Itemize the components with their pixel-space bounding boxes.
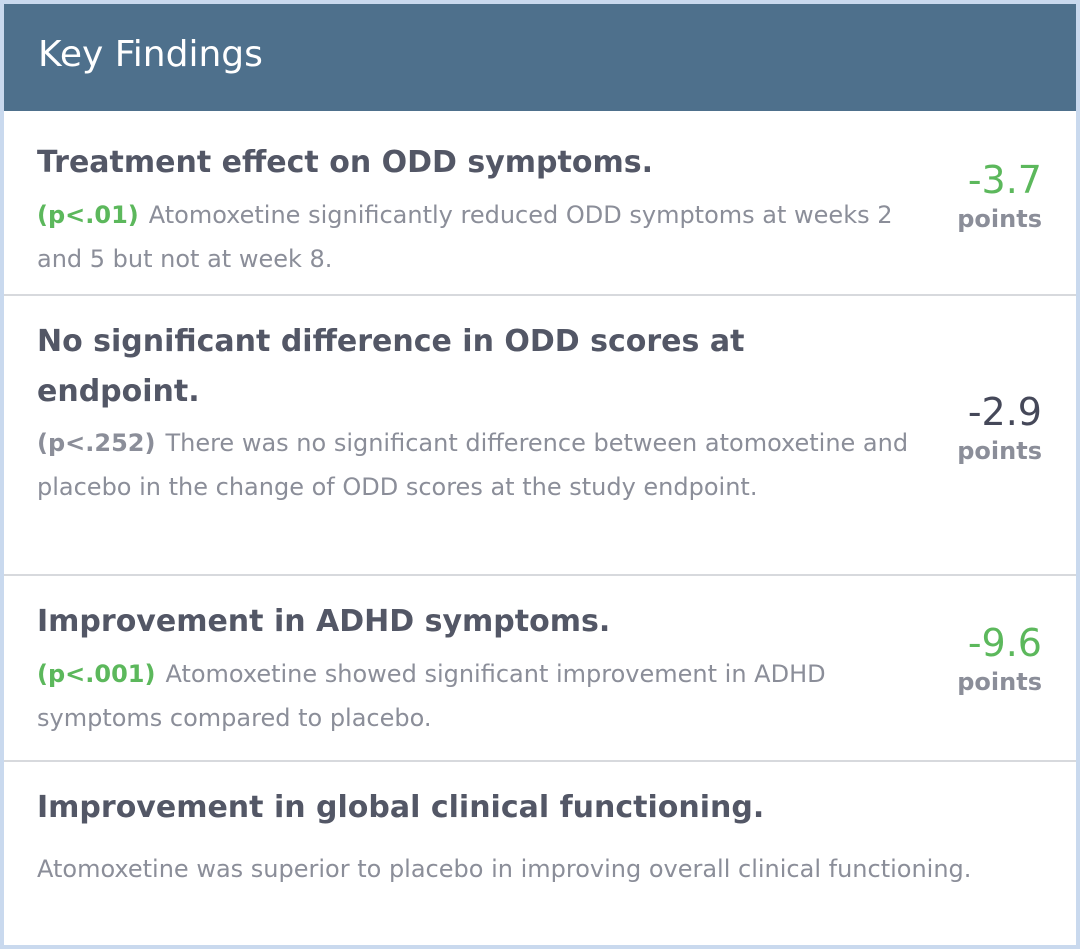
p-value: (p<.01): [37, 201, 139, 229]
finding-item: Improvement in ADHD symptoms. (p<.001) At…: [4, 576, 1076, 762]
metric-value: -3.7: [967, 158, 1042, 202]
finding-title: Treatment effect on ODD symptoms.: [37, 145, 653, 180]
finding-metric: -2.9 points: [932, 390, 1042, 468]
card-header: Key Findings: [4, 4, 1076, 111]
finding-title: Improvement in global clinical functioni…: [37, 790, 765, 825]
finding-item: No significant difference in ODD scores …: [4, 296, 1076, 576]
finding-title: No significant difference in ODD scores …: [37, 324, 745, 409]
finding-description-text: Atomoxetine was superior to placebo in i…: [37, 855, 972, 883]
metric-unit: points: [957, 205, 1042, 233]
metric-unit: points: [957, 668, 1042, 696]
card-title: Key Findings: [38, 34, 263, 75]
finding-item: Improvement in global clinical functioni…: [4, 762, 1076, 943]
finding-description-text: There was no significant difference betw…: [37, 429, 909, 501]
metric-value: -2.9: [967, 390, 1042, 434]
finding-description: (p<.001) Atomoxetine showed significant i…: [37, 652, 917, 740]
p-value: (p<.252): [37, 429, 156, 457]
metric-value: -9.6: [967, 621, 1042, 665]
p-value: (p<.001): [37, 660, 156, 688]
metric-unit: points: [957, 437, 1042, 465]
finding-description-text: Atomoxetine significantly reduced ODD sy…: [37, 201, 893, 273]
finding-metric: -9.6 points: [932, 621, 1042, 699]
finding-metric: -3.7 points: [932, 158, 1042, 236]
finding-title: Improvement in ADHD symptoms.: [37, 604, 611, 639]
finding-description: Atomoxetine was superior to placebo in i…: [37, 847, 977, 891]
finding-description-text: Atomoxetine showed significant improveme…: [37, 660, 826, 732]
finding-description: (p<.01) Atomoxetine significantly reduced…: [37, 193, 917, 281]
finding-item: Treatment effect on ODD symptoms. (p<.01…: [4, 111, 1076, 296]
finding-description: (p<.252) There was no significant differe…: [37, 421, 917, 509]
key-findings-card: Key Findings Treatment effect on ODD sym…: [4, 4, 1076, 945]
